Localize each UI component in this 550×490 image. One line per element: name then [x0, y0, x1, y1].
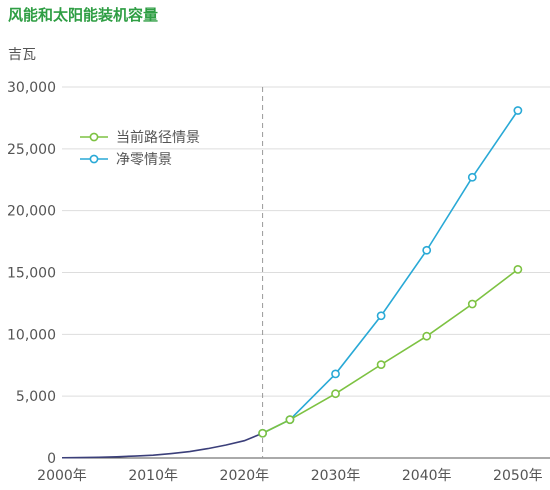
x-tick-label: 2010年 — [128, 468, 178, 484]
chart-title: 风能和太阳能装机容量 — [8, 6, 159, 24]
data-point — [513, 106, 523, 115]
y-tick-label: 15,000 — [7, 266, 56, 282]
data-point — [331, 389, 340, 399]
y-tick-label: 25,000 — [7, 142, 56, 158]
historical-line — [61, 432, 263, 459]
y-tick-label: 0 — [47, 451, 56, 467]
legend-label: 净零情景 — [116, 152, 172, 168]
x-tick-label: 2050年 — [493, 468, 543, 484]
legend-swatch-marker — [89, 154, 99, 164]
legend-label: 当前路径情景 — [116, 129, 200, 146]
y-axis-unit: 吉瓦 — [8, 47, 36, 63]
x-tick-label: 2040年 — [402, 468, 452, 484]
y-tick-label: 10,000 — [7, 327, 56, 343]
data-point — [467, 299, 477, 309]
legend-swatch-marker — [89, 132, 99, 142]
data-point — [258, 428, 267, 438]
data-point — [467, 172, 477, 182]
data-point — [331, 369, 340, 379]
x-tick-label: 2020年 — [220, 468, 270, 484]
x-tick-label: 2030年 — [311, 468, 361, 484]
data-point — [376, 311, 386, 321]
y-tick-label: 20,000 — [7, 204, 56, 220]
y-tick-label: 30,000 — [7, 80, 56, 96]
y-tick-label: 5,000 — [16, 389, 56, 405]
data-point — [376, 360, 386, 370]
data-point — [422, 331, 432, 341]
x-tick-label: 2000年 — [37, 468, 87, 484]
data-point — [513, 265, 523, 274]
data-point — [285, 415, 295, 425]
data-point — [422, 245, 432, 255]
series-line — [262, 110, 519, 434]
